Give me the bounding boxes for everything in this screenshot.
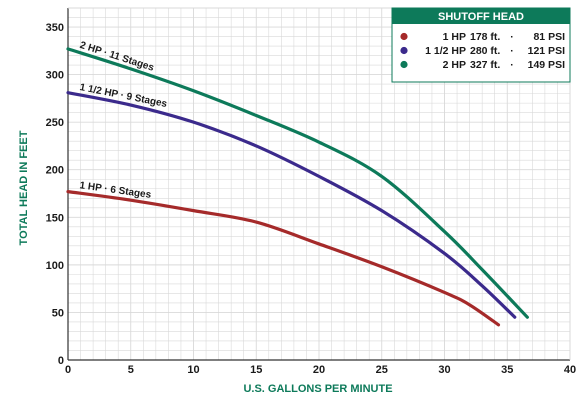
x-tick-label: 20 (313, 364, 325, 376)
legend-feet-3: 327 ft. (470, 59, 500, 71)
y-tick-label: 50 (52, 307, 64, 319)
legend-marker-1 (400, 32, 408, 41)
series-lines (66, 47, 529, 327)
x-tick-label: 0 (65, 364, 71, 376)
legend-psi-1: 81 PSI (533, 31, 565, 43)
x-tick-label: 40 (564, 364, 576, 376)
y-tick-label: 200 (46, 165, 64, 177)
y-tick-label: 100 (46, 260, 64, 272)
legend-psi-3: 149 PSI (528, 59, 565, 71)
y-tick-label: 0 (58, 355, 64, 367)
legend: SHUTOFF HEAD 1 HP 178 ft. · 81 PSI 1 1/2 HP 2… (391, 7, 571, 83)
x-axis-title: U.S. GALLONS PER MINUTE (243, 383, 392, 395)
legend-separator-1: · (510, 31, 514, 43)
legend-separator-3: · (510, 59, 514, 71)
legend-model-3: 2 HP (443, 59, 466, 71)
series-line-1 (66, 190, 501, 327)
legend-model-1: 1 HP (443, 31, 466, 43)
x-tick-label: 15 (250, 364, 262, 376)
legend-separator-2: · (510, 45, 514, 57)
tick-labels: 0 5 10 15 20 25 30 35 40 0 50 100 150 200 250 300 350 (46, 22, 576, 376)
series-line-2 (66, 91, 517, 319)
y-tick-label: 300 (46, 70, 64, 82)
grid-lines (67, 7, 571, 361)
series-line-3 (66, 47, 529, 319)
x-tick-label: 10 (187, 364, 199, 376)
legend-header (392, 8, 570, 24)
x-tick-label: 35 (501, 364, 513, 376)
legend-feet-1: 178 ft. (470, 31, 500, 43)
legend-psi-2: 121 PSI (528, 45, 565, 57)
legend-model-2: 1 1/2 HP (425, 45, 466, 57)
x-tick-label: 5 (128, 364, 134, 376)
y-tick-label: 350 (46, 22, 64, 34)
legend-marker-3 (400, 60, 408, 69)
y-tick-label: 250 (46, 117, 64, 129)
x-tick-label: 25 (376, 364, 388, 376)
y-axis-title: TOTAL HEAD IN FEET (18, 130, 30, 245)
legend-feet-2: 280 ft. (470, 45, 500, 57)
x-tick-label: 30 (438, 364, 450, 376)
y-tick-label: 150 (46, 212, 64, 224)
legend-title: SHUTOFF HEAD (438, 11, 524, 23)
legend-marker-2 (400, 46, 408, 55)
